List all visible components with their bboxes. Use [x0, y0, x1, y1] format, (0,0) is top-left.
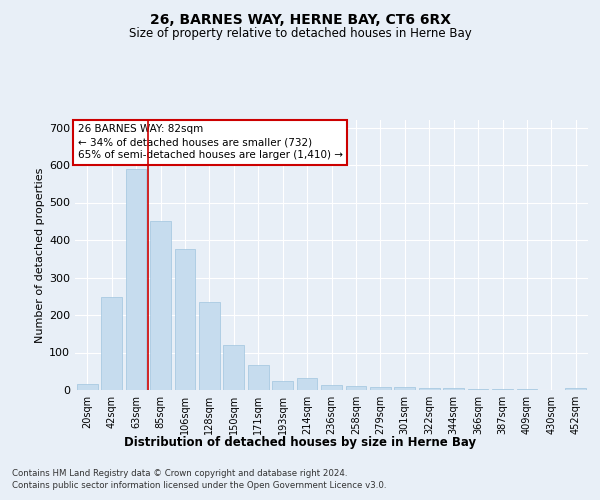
Text: Contains public sector information licensed under the Open Government Licence v3: Contains public sector information licen…	[12, 481, 386, 490]
Bar	[150, 221, 171, 390]
Text: Size of property relative to detached houses in Herne Bay: Size of property relative to detached ho…	[128, 28, 472, 40]
Bar	[199, 302, 220, 390]
Bar	[517, 389, 538, 390]
Bar	[346, 386, 367, 390]
Bar	[248, 364, 269, 390]
Bar	[467, 389, 488, 390]
Bar	[272, 382, 293, 390]
Bar	[492, 389, 513, 390]
Text: 26, BARNES WAY, HERNE BAY, CT6 6RX: 26, BARNES WAY, HERNE BAY, CT6 6RX	[149, 12, 451, 26]
Bar	[296, 378, 317, 390]
Bar	[101, 298, 122, 390]
Bar	[125, 169, 146, 390]
Bar	[321, 385, 342, 390]
Bar	[419, 388, 440, 390]
Text: Distribution of detached houses by size in Herne Bay: Distribution of detached houses by size …	[124, 436, 476, 449]
Bar	[565, 388, 586, 390]
Bar	[223, 345, 244, 390]
Bar	[77, 384, 98, 390]
Bar	[443, 388, 464, 390]
Text: Contains HM Land Registry data © Crown copyright and database right 2024.: Contains HM Land Registry data © Crown c…	[12, 468, 347, 477]
Text: 26 BARNES WAY: 82sqm
← 34% of detached houses are smaller (732)
65% of semi-deta: 26 BARNES WAY: 82sqm ← 34% of detached h…	[77, 124, 343, 160]
Bar	[175, 250, 196, 390]
Bar	[394, 387, 415, 390]
Y-axis label: Number of detached properties: Number of detached properties	[35, 168, 45, 342]
Bar	[370, 388, 391, 390]
